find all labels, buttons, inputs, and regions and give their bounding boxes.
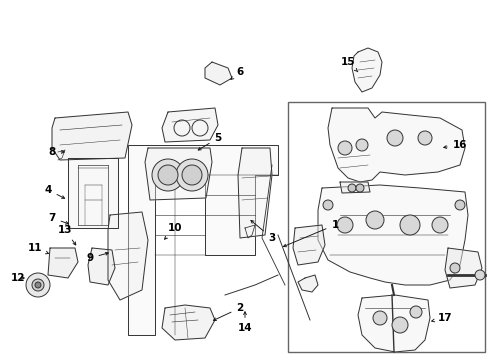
Circle shape: [347, 184, 355, 192]
Polygon shape: [351, 48, 381, 92]
Circle shape: [336, 217, 352, 233]
Text: 13: 13: [58, 225, 76, 245]
Circle shape: [409, 306, 421, 318]
Polygon shape: [162, 108, 218, 142]
Circle shape: [26, 273, 50, 297]
Circle shape: [176, 159, 207, 191]
Text: 17: 17: [431, 313, 451, 323]
Polygon shape: [108, 212, 148, 300]
Circle shape: [355, 139, 367, 151]
Text: 4: 4: [44, 185, 64, 198]
Polygon shape: [292, 225, 325, 265]
Circle shape: [454, 200, 464, 210]
Polygon shape: [52, 112, 132, 160]
Text: 9: 9: [86, 252, 108, 263]
Polygon shape: [68, 158, 118, 228]
Polygon shape: [128, 145, 278, 335]
Circle shape: [323, 200, 332, 210]
Polygon shape: [339, 182, 369, 193]
Circle shape: [182, 165, 202, 185]
Polygon shape: [317, 185, 467, 285]
Circle shape: [431, 217, 447, 233]
Polygon shape: [162, 305, 215, 340]
Circle shape: [372, 311, 386, 325]
Circle shape: [35, 282, 41, 288]
Text: 11: 11: [28, 243, 48, 254]
Text: 7: 7: [48, 213, 68, 224]
Polygon shape: [444, 248, 481, 288]
Polygon shape: [357, 295, 429, 352]
Polygon shape: [88, 248, 115, 285]
Polygon shape: [238, 148, 271, 238]
Circle shape: [32, 279, 44, 291]
Circle shape: [391, 317, 407, 333]
Text: 2: 2: [213, 303, 243, 320]
Text: 12: 12: [11, 273, 25, 283]
Polygon shape: [145, 148, 212, 200]
Polygon shape: [297, 275, 317, 292]
Circle shape: [152, 159, 183, 191]
Circle shape: [386, 130, 402, 146]
Circle shape: [158, 165, 178, 185]
Polygon shape: [204, 62, 231, 85]
Text: 14: 14: [237, 312, 252, 333]
Text: 3: 3: [250, 220, 275, 243]
Circle shape: [474, 270, 484, 280]
Polygon shape: [327, 108, 464, 182]
Text: 5: 5: [198, 133, 221, 150]
Bar: [287, 102, 484, 352]
Circle shape: [355, 184, 363, 192]
Circle shape: [449, 263, 459, 273]
Circle shape: [337, 141, 351, 155]
Text: 15: 15: [340, 57, 357, 72]
Circle shape: [365, 211, 383, 229]
Circle shape: [417, 131, 431, 145]
Polygon shape: [48, 248, 78, 278]
Text: 6: 6: [230, 67, 243, 79]
Text: 16: 16: [443, 140, 467, 150]
Circle shape: [399, 215, 419, 235]
Text: 8: 8: [48, 147, 64, 157]
Text: 1: 1: [283, 220, 338, 247]
Text: 10: 10: [164, 223, 182, 239]
